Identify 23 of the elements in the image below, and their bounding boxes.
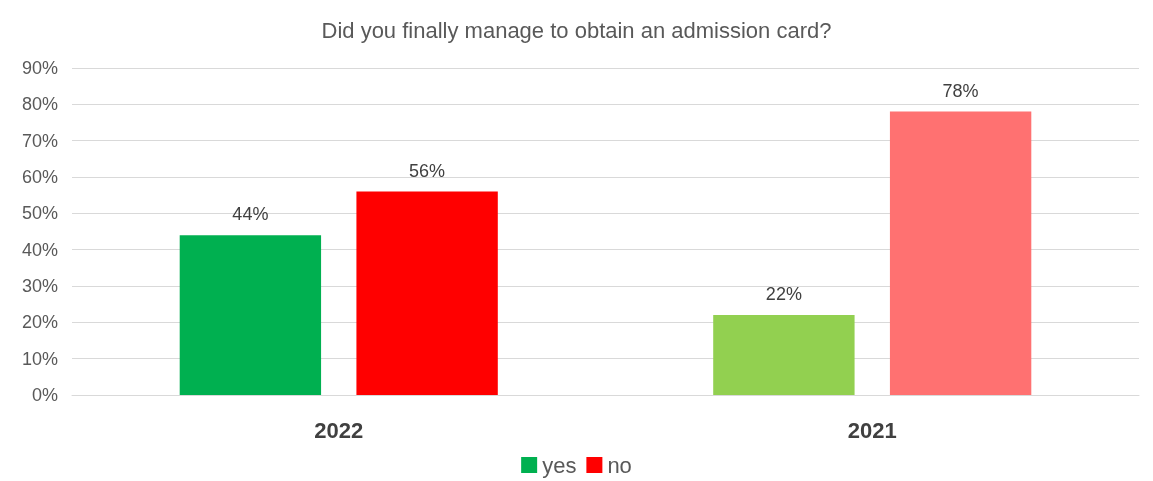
bar [179,235,322,395]
y-tick-label: 50% [21,203,58,224]
data-label: 22% [765,284,802,305]
y-tick-label: 90% [21,58,58,78]
y-tick-label: 60% [21,167,58,187]
data-label: 56% [409,160,446,181]
y-tick-label: 0% [31,385,58,405]
bar [889,111,1032,395]
legend-label: no [607,452,632,478]
x-tick-label: 2022 [314,417,364,443]
data-label: 78% [942,80,979,101]
y-tick-label: 40% [21,239,58,260]
data-label: 44% [232,204,269,225]
y-tick-label: 10% [21,348,58,369]
y-tick-label: 20% [21,312,58,333]
chart-title: Did you finally manage to obtain an admission card? [321,17,832,43]
legend-label: yes [542,452,577,478]
y-tick-label: 70% [21,130,58,151]
bar [356,191,498,395]
y-tick-label: 30% [21,276,58,296]
x-tick-label: 2021 [847,417,897,443]
bar [713,315,855,395]
y-tick-label: 80% [21,94,58,115]
